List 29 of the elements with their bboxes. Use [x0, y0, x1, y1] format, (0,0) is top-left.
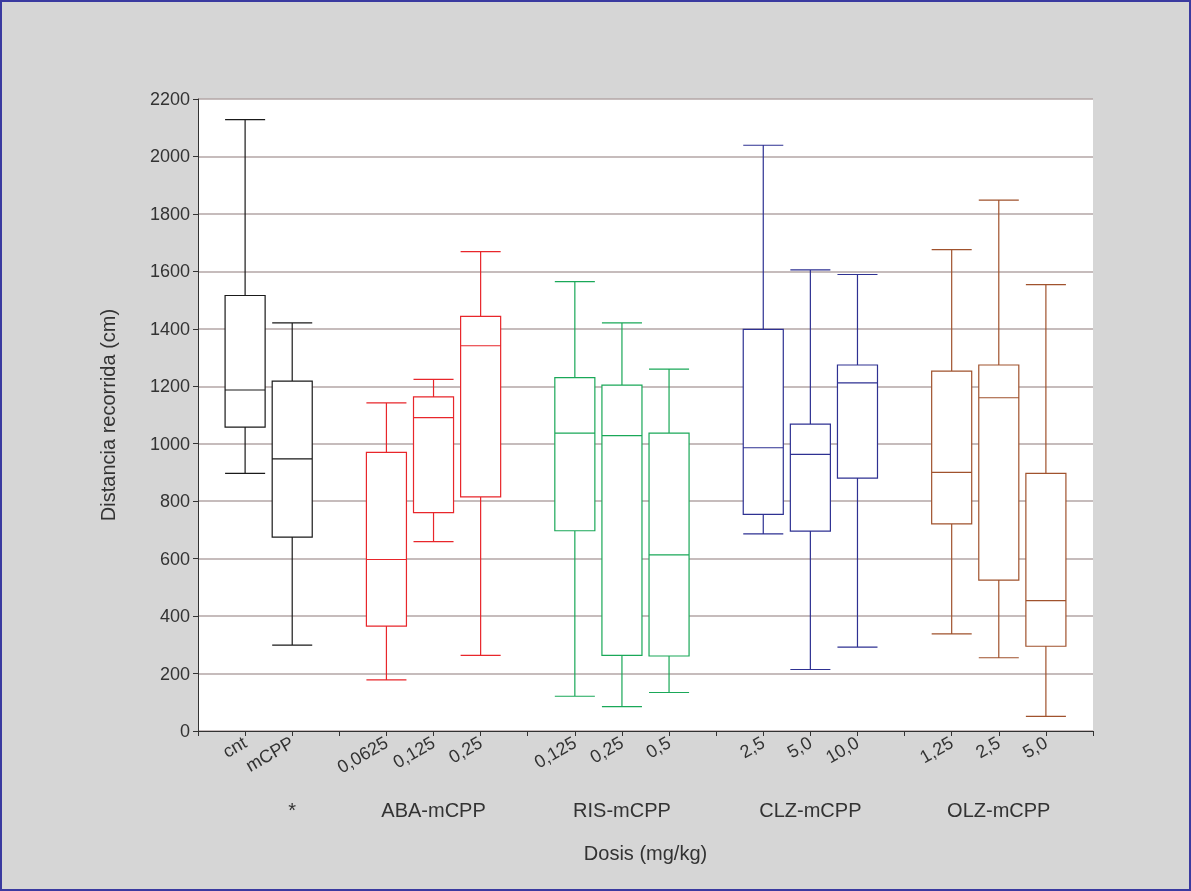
- y-tick-label: 200: [159, 663, 190, 684]
- y-tick-label: 400: [159, 606, 190, 627]
- y-tick-label: 0: [179, 721, 190, 741]
- x-tick-label: 2,5: [736, 732, 769, 763]
- x-tick-label: 2,5: [972, 732, 1004, 763]
- text: CLZ-mCPP: [759, 799, 862, 821]
- x-tick-label: cnt: [219, 732, 251, 762]
- text: OLZ-mCPP: [947, 799, 1051, 821]
- text: RIS-mCPP: [573, 799, 671, 821]
- y-tick-label: 600: [159, 548, 190, 569]
- y-tick-label: 1200: [149, 376, 190, 397]
- x-tick-label: 10,0: [822, 732, 863, 768]
- x-tick-label: 1,25: [916, 732, 957, 768]
- x-axis-title: Dosis (mg/kg): [583, 842, 708, 864]
- x-tick-label: 0,25: [586, 732, 627, 768]
- text: ABA-mCPP: [381, 799, 486, 821]
- y-tick-label: 1800: [149, 203, 190, 224]
- x-tick-label: 5,0: [1019, 732, 1051, 763]
- x-tick-label: 5,0: [783, 732, 816, 763]
- y-tick-label: 2000: [149, 146, 190, 167]
- text: *: [288, 799, 297, 821]
- x-tick-label: 0,25: [445, 732, 486, 768]
- y-tick-label: 1600: [149, 261, 190, 282]
- y-axis-title: Distancia recorrida (cm): [97, 308, 119, 522]
- y-tick-label: 1000: [149, 433, 190, 454]
- y-tick-label: 800: [159, 491, 190, 512]
- y-tick-label: 1400: [149, 318, 190, 339]
- y-tick-label: 2200: [149, 89, 190, 109]
- x-tick-label: 0,5: [642, 732, 675, 763]
